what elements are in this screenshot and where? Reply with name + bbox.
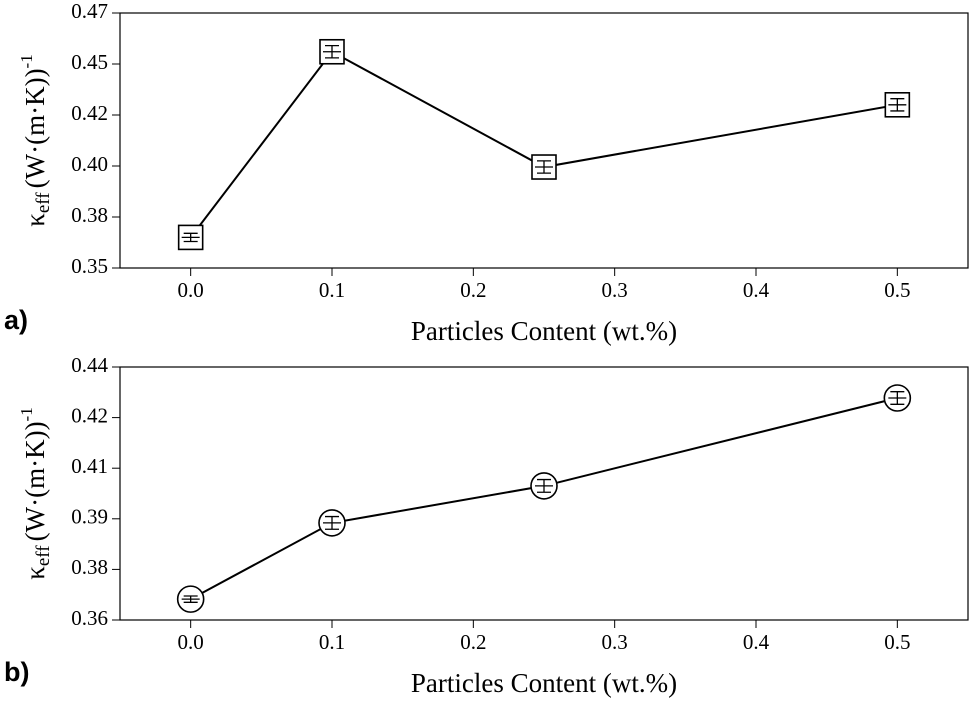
error-bar — [181, 232, 200, 243]
y-label-subscript: eff — [33, 545, 54, 566]
error-bar — [323, 44, 341, 59]
x-tick-label: 0.4 — [743, 630, 770, 654]
error-bar — [535, 160, 553, 174]
series-line — [190, 397, 898, 601]
y-tick-label: 0.42 — [71, 403, 108, 427]
y-axis-label: κeff (W·(m·K))-1 — [17, 407, 54, 579]
error-bar — [888, 98, 907, 112]
x-tick-label: 0.3 — [602, 278, 628, 302]
y-tick-label: 0.35 — [71, 254, 108, 278]
y-tick-label: 0.47 — [71, 0, 108, 23]
series-line — [189, 50, 898, 239]
x-tick-label: 0.2 — [460, 278, 486, 302]
error-bar — [535, 478, 553, 493]
y-tick-label: 0.38 — [71, 203, 108, 227]
x-tick-label: 0.0 — [178, 278, 204, 302]
y-label-symbol: κ — [20, 566, 50, 580]
panel-label: b) — [4, 657, 29, 687]
panel-label: a) — [4, 305, 28, 335]
y-tick-label: 0.41 — [71, 454, 108, 478]
y-label-superscript: -1 — [17, 54, 36, 68]
y-tick-label: 0.42 — [71, 101, 108, 125]
y-tick-label: 0.38 — [71, 555, 108, 579]
x-tick-label: 0.1 — [319, 630, 345, 654]
error-bar — [888, 391, 907, 405]
plot-frame — [119, 12, 969, 269]
x-axis-label: Particles Content (wt.%) — [411, 668, 677, 698]
y-tick-label: 0.39 — [71, 505, 108, 529]
x-tick-label: 0.2 — [460, 630, 486, 654]
error-bar — [323, 515, 341, 530]
error-bar — [181, 595, 200, 603]
y-tick-label: 0.40 — [71, 152, 108, 176]
x-tick-label: 0.4 — [743, 278, 770, 302]
y-label-subscript: eff — [33, 192, 54, 213]
x-tick-label: 0.3 — [602, 630, 628, 654]
x-tick-label: 0.0 — [178, 630, 204, 654]
y-label-superscript: -1 — [17, 407, 36, 421]
y-label-symbol: κ — [20, 213, 50, 227]
y-axis-label: κeff (W·(m·K))-1 — [17, 54, 54, 226]
x-tick-label: 0.5 — [884, 630, 910, 654]
y-label-unit: (W·(m·K)) — [20, 68, 50, 188]
x-axis-label: Particles Content (wt.%) — [411, 316, 677, 346]
x-tick-label: 0.1 — [319, 278, 345, 302]
plot-frame — [119, 366, 969, 621]
y-tick-label: 0.36 — [71, 606, 108, 630]
y-label-unit: (W·(m·K)) — [20, 421, 50, 541]
y-tick-label: 0.44 — [71, 353, 108, 377]
y-tick-label: 0.45 — [71, 50, 108, 74]
x-tick-label: 0.5 — [884, 278, 910, 302]
